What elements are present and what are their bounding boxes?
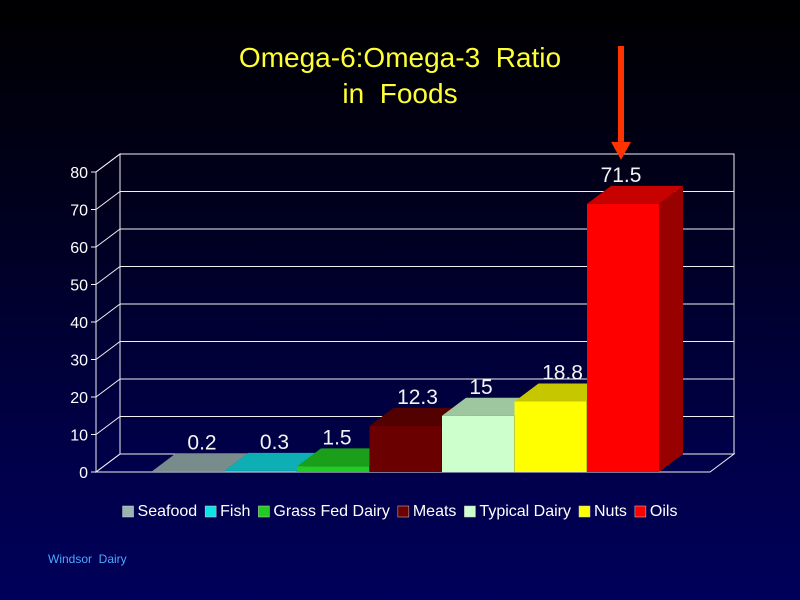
data-label: 12.3 — [397, 386, 438, 409]
data-label: 71.5 — [601, 164, 642, 187]
gridline — [95, 153, 734, 173]
gridline — [95, 191, 734, 210]
legend-swatch — [464, 505, 476, 518]
y-tick-label: 10 — [70, 428, 88, 445]
bar-top — [224, 452, 321, 471]
chart-title-line-1: Omega-6:Omega-3 Ratio — [238, 42, 562, 73]
bar-top — [442, 397, 538, 416]
y-tick-label: 20 — [70, 390, 88, 407]
bar-top — [297, 448, 393, 467]
bar-grass-fed-dairy — [297, 466, 369, 472]
data-label: 15 — [469, 376, 492, 399]
legend-swatch — [634, 505, 647, 518]
legend-swatch — [204, 505, 217, 518]
chart-title-line-2: in Foods — [342, 78, 458, 109]
bar-top — [152, 453, 248, 472]
bar-nuts — [514, 401, 587, 472]
gridline — [95, 378, 734, 398]
annotation-arrow-shaft — [618, 46, 624, 142]
legend-label: Typical Dairy — [479, 503, 571, 520]
legend-label: Grass Fed Dairy — [273, 503, 389, 520]
gridline — [95, 266, 734, 285]
footer-credit: Windsor Dairy — [48, 552, 127, 566]
annotation-arrow-head — [611, 141, 631, 160]
y-tick-label: 40 — [70, 315, 88, 332]
legend-label: Meats — [413, 503, 457, 520]
bar-typical-dairy — [442, 415, 514, 472]
data-label: 0.3 — [260, 431, 289, 454]
legend-label: Oils — [650, 503, 678, 520]
y-tick-label: 70 — [70, 203, 88, 220]
data-label: 18.8 — [542, 362, 583, 385]
bar-top — [514, 383, 611, 402]
y-tick-label: 60 — [70, 240, 88, 257]
gridline — [95, 228, 734, 248]
bar-fish — [224, 470, 297, 472]
bar-top — [587, 185, 683, 204]
bar-meats — [369, 425, 442, 472]
chart-title: Omega-6:Omega-3 Ratio in Foods — [0, 40, 800, 112]
gridline — [95, 341, 734, 360]
y-tick-label: 0 — [79, 465, 88, 482]
legend-label: Seafood — [138, 503, 198, 520]
y-tick-label: 30 — [70, 353, 88, 370]
bar-oils — [587, 203, 659, 472]
legend-label: Fish — [220, 503, 250, 520]
bar-side — [659, 185, 683, 472]
legend-swatch — [397, 505, 410, 518]
y-tick-label: 50 — [70, 278, 88, 295]
legend-swatch — [258, 505, 270, 518]
bar-seafood — [152, 471, 224, 472]
y-tick-label: 80 — [70, 165, 88, 182]
legend-swatch — [122, 505, 134, 518]
data-label: 1.5 — [322, 426, 351, 449]
data-label: 0.2 — [187, 431, 216, 454]
legend-label: Nuts — [594, 503, 627, 520]
legend-swatch — [578, 505, 591, 518]
bar-top — [369, 407, 466, 426]
gridline — [95, 303, 734, 323]
